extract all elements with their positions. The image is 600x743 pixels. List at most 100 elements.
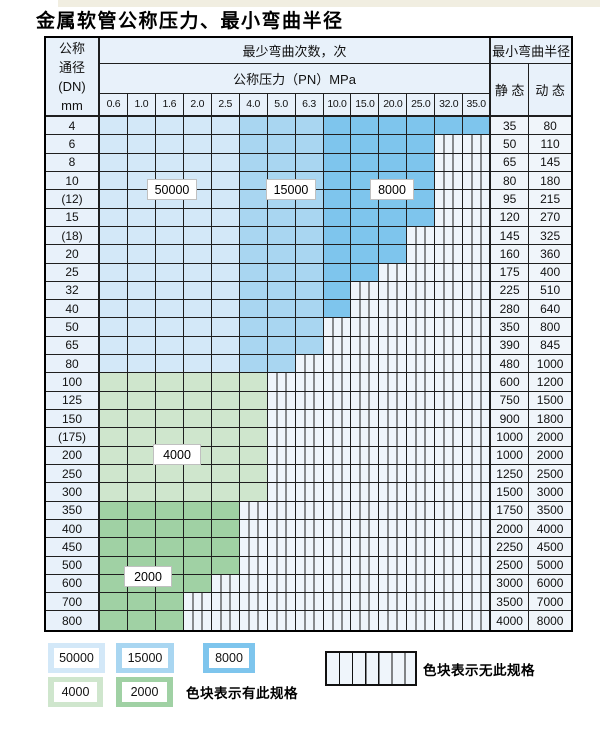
nospec-cell bbox=[407, 336, 436, 356]
spec-cell bbox=[211, 208, 240, 227]
dynamic-value-cell: 3000 bbox=[529, 483, 572, 502]
nospec-cell bbox=[435, 336, 464, 356]
pressure-col-header: 2.5 bbox=[211, 93, 240, 117]
spec-cell bbox=[183, 391, 212, 410]
spec-cell bbox=[155, 117, 184, 136]
dn-cell: (12) bbox=[46, 190, 100, 209]
spec-cell bbox=[211, 391, 240, 410]
spec-cell bbox=[100, 245, 128, 264]
spec-cell bbox=[100, 501, 128, 520]
spec-cell bbox=[267, 318, 296, 337]
pressure-col-header: 2.0 bbox=[183, 93, 212, 117]
nospec-cell bbox=[379, 391, 408, 410]
dn-cell: 150 bbox=[46, 410, 100, 429]
dn-cell: 50 bbox=[46, 318, 100, 337]
spec-cell bbox=[211, 355, 240, 374]
nospec-cell bbox=[295, 501, 324, 520]
overlay-label: 2000 bbox=[124, 566, 172, 587]
nospec-cell bbox=[351, 300, 380, 319]
static-value-cell: 750 bbox=[491, 391, 530, 410]
dynamic-value-cell: 1200 bbox=[529, 373, 572, 392]
spec-cell bbox=[239, 153, 268, 172]
spec-cell bbox=[295, 245, 324, 264]
nospec-cell bbox=[351, 410, 380, 429]
static-value-cell: 145 bbox=[491, 226, 530, 246]
nospec-cell bbox=[407, 483, 436, 502]
spec-cell bbox=[407, 208, 436, 227]
overlay-label: 50000 bbox=[147, 179, 197, 200]
nospec-cell bbox=[407, 300, 436, 319]
pressure-col-header: 20.0 bbox=[379, 93, 408, 117]
spec-cell bbox=[407, 171, 436, 191]
spec-cell bbox=[295, 336, 324, 356]
spec-cell bbox=[100, 318, 128, 337]
nospec-cell bbox=[295, 391, 324, 410]
nospec-cell bbox=[407, 428, 436, 447]
pressure-col-header: 25.0 bbox=[407, 93, 436, 117]
spec-cell bbox=[183, 556, 212, 575]
nospec-cell bbox=[295, 373, 324, 392]
spec-cell bbox=[239, 245, 268, 264]
spec-cell bbox=[211, 245, 240, 264]
nospec-cell bbox=[463, 483, 492, 502]
nospec-cell bbox=[183, 611, 212, 630]
spec-cell bbox=[211, 190, 240, 209]
spec-cell bbox=[239, 171, 268, 191]
spec-cell bbox=[211, 318, 240, 337]
spec-cell bbox=[239, 446, 268, 465]
spec-cell bbox=[211, 538, 240, 557]
spec-cell bbox=[100, 300, 128, 319]
nospec-cell bbox=[407, 464, 436, 484]
nospec-cell bbox=[435, 574, 464, 594]
spec-cell bbox=[127, 117, 156, 136]
nospec-cell bbox=[463, 501, 492, 520]
spec-cell bbox=[239, 226, 268, 246]
dn-cell: (175) bbox=[46, 428, 100, 447]
spec-cell bbox=[183, 464, 212, 484]
static-value-cell: 2500 bbox=[491, 556, 530, 575]
legend-swatch-label: 2000 bbox=[122, 682, 167, 702]
spec-cell bbox=[127, 245, 156, 264]
nospec-cell bbox=[295, 556, 324, 575]
spec-cell bbox=[211, 373, 240, 392]
nospec-cell bbox=[267, 538, 296, 557]
nospec-cell bbox=[351, 464, 380, 484]
spec-cell bbox=[239, 373, 268, 392]
spec-cell bbox=[295, 135, 324, 154]
spec-cell bbox=[155, 593, 184, 612]
nospec-cell bbox=[323, 373, 352, 392]
dn-cell: 80 bbox=[46, 355, 100, 374]
nospec-cell bbox=[323, 355, 352, 374]
static-value-cell: 390 bbox=[491, 336, 530, 356]
nospec-cell bbox=[435, 428, 464, 447]
nospec-cell bbox=[463, 135, 492, 154]
spec-cell bbox=[295, 318, 324, 337]
dn-cell: 125 bbox=[46, 391, 100, 410]
spec-cell bbox=[239, 117, 268, 136]
nospec-cell bbox=[351, 281, 380, 301]
spec-cell bbox=[127, 410, 156, 429]
static-value-cell: 225 bbox=[491, 281, 530, 301]
nospec-cell bbox=[463, 391, 492, 410]
spec-cell bbox=[183, 410, 212, 429]
nospec-cell bbox=[351, 336, 380, 356]
dynamic-value-cell: 325 bbox=[529, 226, 572, 246]
spec-cell bbox=[155, 483, 184, 502]
static-value-cell: 280 bbox=[491, 300, 530, 319]
dn-header-line: (DN) bbox=[58, 78, 86, 94]
spec-cell bbox=[211, 428, 240, 447]
nospec-cell bbox=[211, 574, 240, 594]
spec-cell bbox=[323, 226, 352, 246]
nospec-cell bbox=[463, 556, 492, 575]
spec-cell bbox=[155, 355, 184, 374]
overlay-label: 15000 bbox=[266, 179, 316, 200]
spec-cell bbox=[295, 153, 324, 172]
spec-cell bbox=[351, 117, 380, 136]
spec-cell bbox=[100, 263, 128, 282]
nospec-cell bbox=[435, 464, 464, 484]
nospec-cell bbox=[435, 263, 464, 282]
nospec-cell bbox=[435, 135, 464, 154]
spec-cell bbox=[211, 556, 240, 575]
spec-cell bbox=[100, 464, 128, 484]
nospec-cell bbox=[239, 574, 268, 594]
